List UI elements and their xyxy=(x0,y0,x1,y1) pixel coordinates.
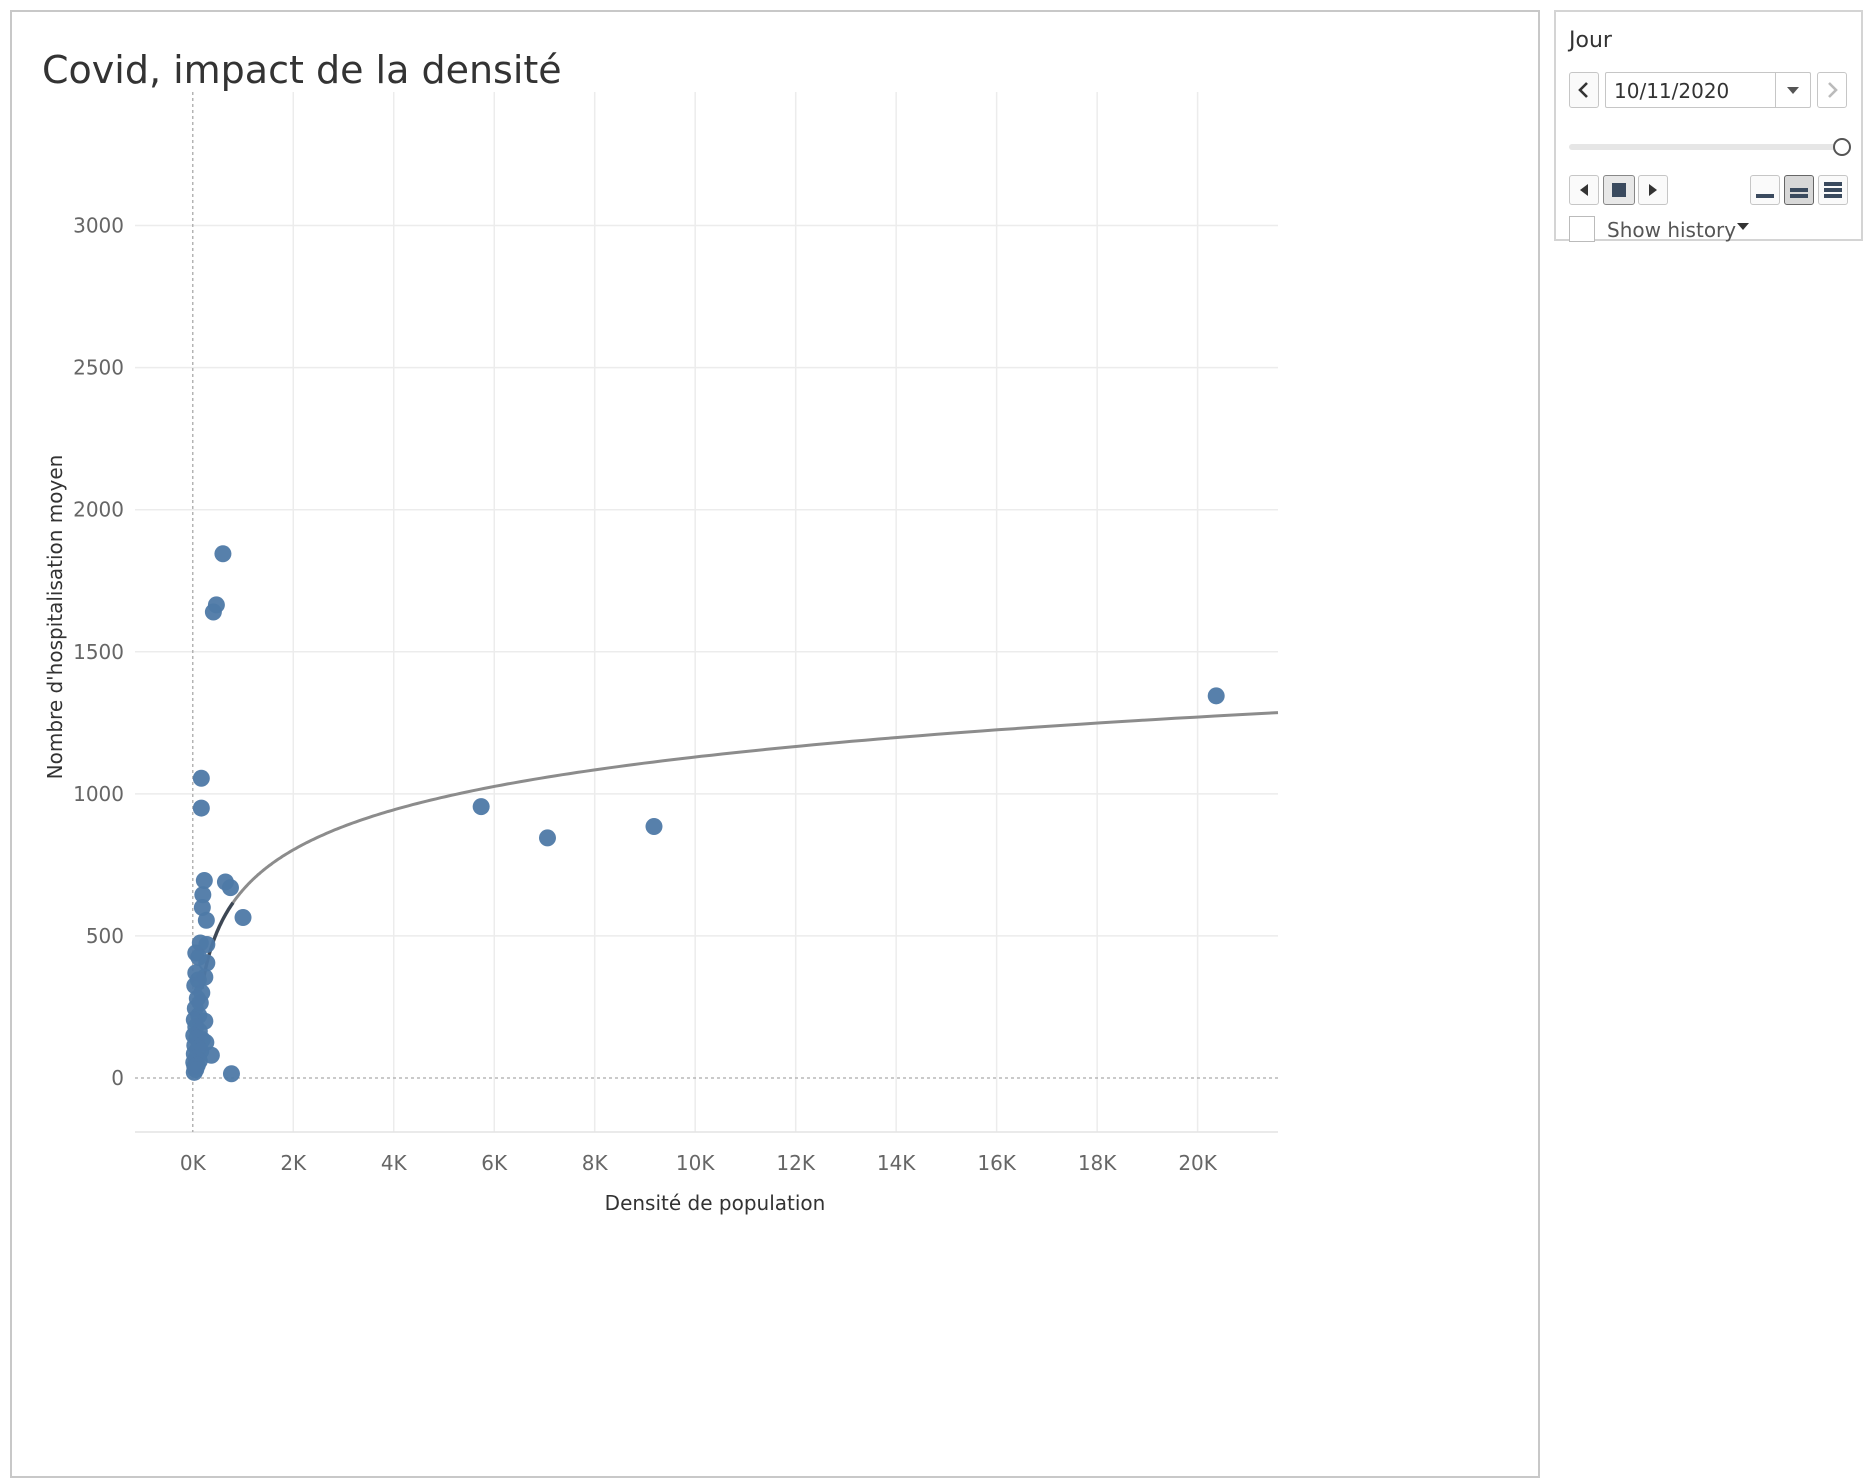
speed-fast-icon xyxy=(1824,182,1842,198)
filter-label: Jour xyxy=(1569,28,1612,53)
step-back-icon xyxy=(1580,184,1588,196)
x-tick-label: 18K xyxy=(1078,1151,1117,1175)
y-tick-label: 2500 xyxy=(73,356,124,380)
speed-slow-icon xyxy=(1756,194,1774,198)
speed-fast-button[interactable] xyxy=(1818,175,1848,205)
data-point xyxy=(222,1065,240,1083)
data-point xyxy=(193,899,211,917)
y-axis-label: Nombre d'hospitalisation moyen xyxy=(43,455,67,780)
x-axis-label: Densité de population xyxy=(605,1191,826,1215)
date-slider-thumb[interactable] xyxy=(1833,138,1851,156)
data-point xyxy=(198,954,216,972)
date-slider-track[interactable] xyxy=(1569,144,1841,150)
x-tick-label: 8K xyxy=(582,1151,609,1175)
data-point xyxy=(192,769,210,787)
show-history-checkbox[interactable] xyxy=(1569,216,1595,242)
x-tick-label: 10K xyxy=(676,1151,715,1175)
stop-icon xyxy=(1612,183,1626,197)
x-tick-label: 16K xyxy=(977,1151,1016,1175)
y-tick-label: 1500 xyxy=(73,640,124,664)
stop-button[interactable] xyxy=(1603,175,1635,205)
date-dropdown[interactable]: 10/11/2020 xyxy=(1605,72,1811,108)
date-value: 10/11/2020 xyxy=(1614,79,1730,103)
y-tick-label: 1000 xyxy=(73,782,124,806)
data-point xyxy=(538,829,556,847)
chart-title: Covid, impact de la densité xyxy=(42,48,562,92)
trend-line-path xyxy=(200,711,1279,989)
x-tick-label: 0K xyxy=(180,1151,207,1175)
x-tick-label: 14K xyxy=(877,1151,916,1175)
x-tick-label: 6K xyxy=(481,1151,508,1175)
show-history-label[interactable]: Show history xyxy=(1607,218,1737,242)
y-tick-label: 2000 xyxy=(73,498,124,522)
chevron-right-icon xyxy=(1828,82,1838,98)
caret-down-icon xyxy=(1775,73,1810,107)
data-point xyxy=(197,911,215,929)
trend-line xyxy=(200,711,1279,990)
y-tick-label: 500 xyxy=(86,924,124,948)
x-tick-label: 12K xyxy=(776,1151,815,1175)
axes: 0K 2K 4K 6K 8K 10K 12K 14K 16K 18K 20K 0 500 1000 1500… xyxy=(73,92,1278,1175)
data-point xyxy=(192,799,210,817)
page-filter-panel: Jour 10/11/2020 xyxy=(1554,10,1863,242)
grid xyxy=(135,92,1278,1132)
data-point xyxy=(645,818,663,836)
y-tick-label: 0 xyxy=(111,1066,124,1090)
caret-down-icon[interactable] xyxy=(1736,222,1750,232)
x-tick-label: 20K xyxy=(1178,1151,1217,1175)
step-forward-icon xyxy=(1649,184,1657,196)
step-forward-button[interactable] xyxy=(1638,175,1668,205)
x-tick-label: 4K xyxy=(381,1151,408,1175)
data-point xyxy=(194,886,212,904)
speed-medium-button[interactable] xyxy=(1784,175,1814,205)
data-point xyxy=(472,798,490,816)
scatter-chart: 0K 2K 4K 6K 8K 10K 12K 14K 16K 18K 20K 0 500 1000 1500… xyxy=(43,92,1279,1215)
chevron-left-icon xyxy=(1578,82,1588,98)
data-point xyxy=(185,1063,203,1081)
viz-panel: Covid, impact de la densité 0K 2K 4K 6K 8K 10… xyxy=(10,10,1540,1478)
data-point xyxy=(214,545,232,563)
next-date-button[interactable] xyxy=(1817,72,1847,108)
speed-slow-button[interactable] xyxy=(1750,175,1780,205)
data-point xyxy=(221,879,239,897)
previous-date-button[interactable] xyxy=(1569,72,1599,108)
speed-medium-icon xyxy=(1790,188,1808,198)
data-point xyxy=(234,908,252,926)
step-back-button[interactable] xyxy=(1569,175,1599,205)
y-tick-label: 3000 xyxy=(73,214,124,238)
x-tick-label: 2K xyxy=(280,1151,307,1175)
data-point xyxy=(1207,687,1225,705)
data-points xyxy=(185,545,1225,1083)
data-point xyxy=(195,872,213,890)
data-point xyxy=(204,603,222,621)
